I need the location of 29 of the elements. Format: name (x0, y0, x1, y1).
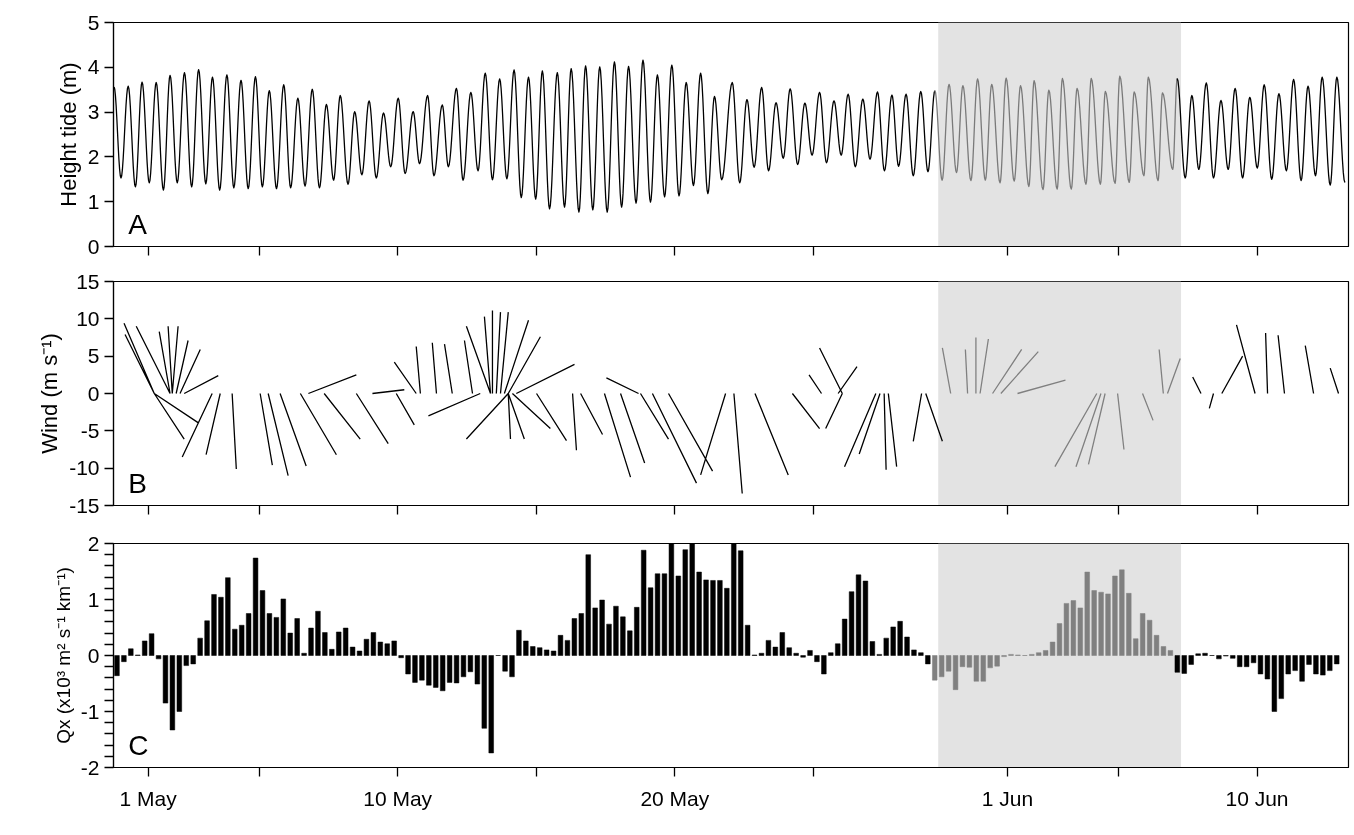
y-tick-label: 5 (87, 10, 100, 34)
y-tick-label: 1 (87, 587, 100, 611)
x-tick-label: 1 May (119, 786, 178, 810)
y-tick-label: 0 (87, 643, 100, 667)
x-tick-label: 10 May (363, 786, 433, 810)
x-tick-label: 10 Jun (1225, 786, 1289, 810)
y-tick-label: -1 (80, 699, 100, 723)
y-tick-label: 2 (87, 144, 100, 168)
y-tick-label: 0 (87, 381, 100, 405)
y-tick-label: -5 (80, 418, 100, 442)
annotation: A (128, 208, 148, 240)
annotation: B (128, 467, 148, 499)
y-tick-label: -15 (69, 493, 100, 517)
y-tick-label: 1 (87, 189, 100, 213)
y-tick-label: 4 (87, 55, 100, 79)
y-tick-label: 5 (87, 344, 100, 368)
y-axis-title: Qx (x10³ m² s⁻¹ km⁻¹) (52, 567, 74, 744)
y-tick-label: 2 (87, 531, 100, 555)
y-axis-title: Height tide (m) (55, 62, 81, 207)
y-axis-title: Wind (m s⁻¹) (37, 333, 63, 454)
y-tick-label: -10 (69, 456, 100, 480)
y-tick-label: 10 (76, 306, 100, 330)
annotation: C (128, 729, 149, 761)
x-tick-label: 1 Jun (981, 786, 1034, 810)
x-tick-label: 20 May (640, 786, 710, 810)
y-tick-label: 15 (76, 269, 100, 293)
y-tick-label: 3 (87, 100, 100, 124)
y-tick-label: -2 (80, 755, 100, 779)
y-tick-label: 0 (87, 234, 100, 258)
